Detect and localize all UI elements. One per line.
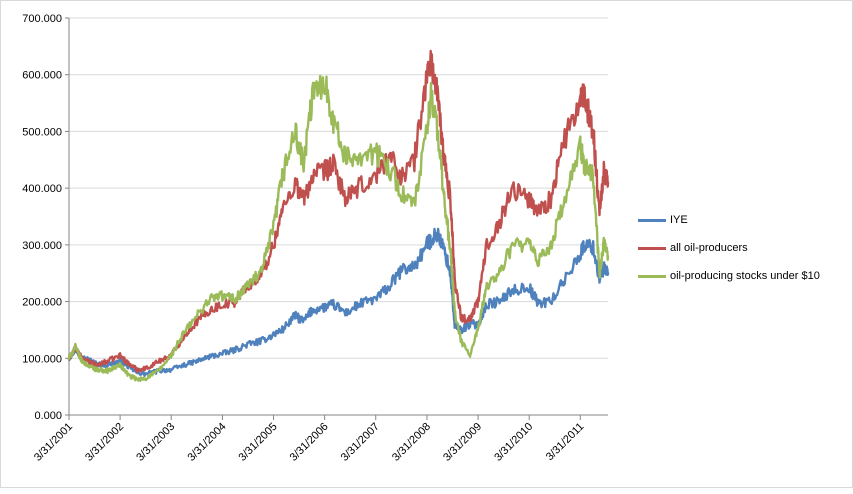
x-tick-label: 3/31/2004 xyxy=(185,421,228,464)
legend-item-under-10: oil-producing stocks under $10 xyxy=(638,269,848,283)
series-line-1 xyxy=(67,49,610,374)
x-tick-label: 3/31/2002 xyxy=(83,421,126,464)
x-tick-label: 3/31/2008 xyxy=(390,421,433,464)
legend-item-iye: IYE xyxy=(638,213,848,227)
legend-item-all-oil-producers: all oil-producers xyxy=(638,241,848,255)
legend: IYE all oil-producers oil-producing stoc… xyxy=(638,213,848,297)
series-lines xyxy=(67,49,610,382)
y-tick-label: 300.000 xyxy=(22,240,62,252)
y-tick-label: 700.000 xyxy=(22,13,62,25)
x-tick-label: 3/31/2011 xyxy=(544,421,587,464)
x-tick-label: 3/31/2010 xyxy=(492,421,535,464)
x-tick-label: 3/31/2006 xyxy=(288,421,331,464)
legend-label-under-10: oil-producing stocks under $10 xyxy=(670,270,820,282)
y-tick-label: 400.000 xyxy=(22,183,62,195)
y-tick-label: 500.000 xyxy=(22,126,62,138)
legend-swatch-iye xyxy=(638,219,666,222)
y-tick-labels: 0.000 100.000 200.000 300.000 400.000 500.000… xyxy=(22,13,62,422)
x-tick-label: 3/31/2001 xyxy=(32,421,75,464)
legend-swatch-all-oil-producers xyxy=(638,247,666,250)
x-tick-labels: 3/31/2001 3/31/2002 3/31/2003 3/31/2004 3/31… xyxy=(32,421,586,464)
x-tick-label: 3/31/2005 xyxy=(237,421,280,464)
axes xyxy=(65,17,608,420)
y-tick-label: 600.000 xyxy=(22,70,62,82)
legend-swatch-under-10 xyxy=(638,275,666,278)
x-tick-label: 3/31/2007 xyxy=(339,421,382,464)
legend-label-iye: IYE xyxy=(670,214,688,226)
x-tick-label: 3/31/2003 xyxy=(134,421,177,464)
series-line-0 xyxy=(67,227,610,377)
y-tick-label: 0.000 xyxy=(34,410,62,422)
series-line-2 xyxy=(67,74,610,382)
y-tick-label: 200.000 xyxy=(22,297,62,309)
x-tick-label: 3/31/2009 xyxy=(441,421,484,464)
legend-label-all-oil-producers: all oil-producers xyxy=(670,242,748,254)
y-tick-label: 100.000 xyxy=(22,353,62,365)
